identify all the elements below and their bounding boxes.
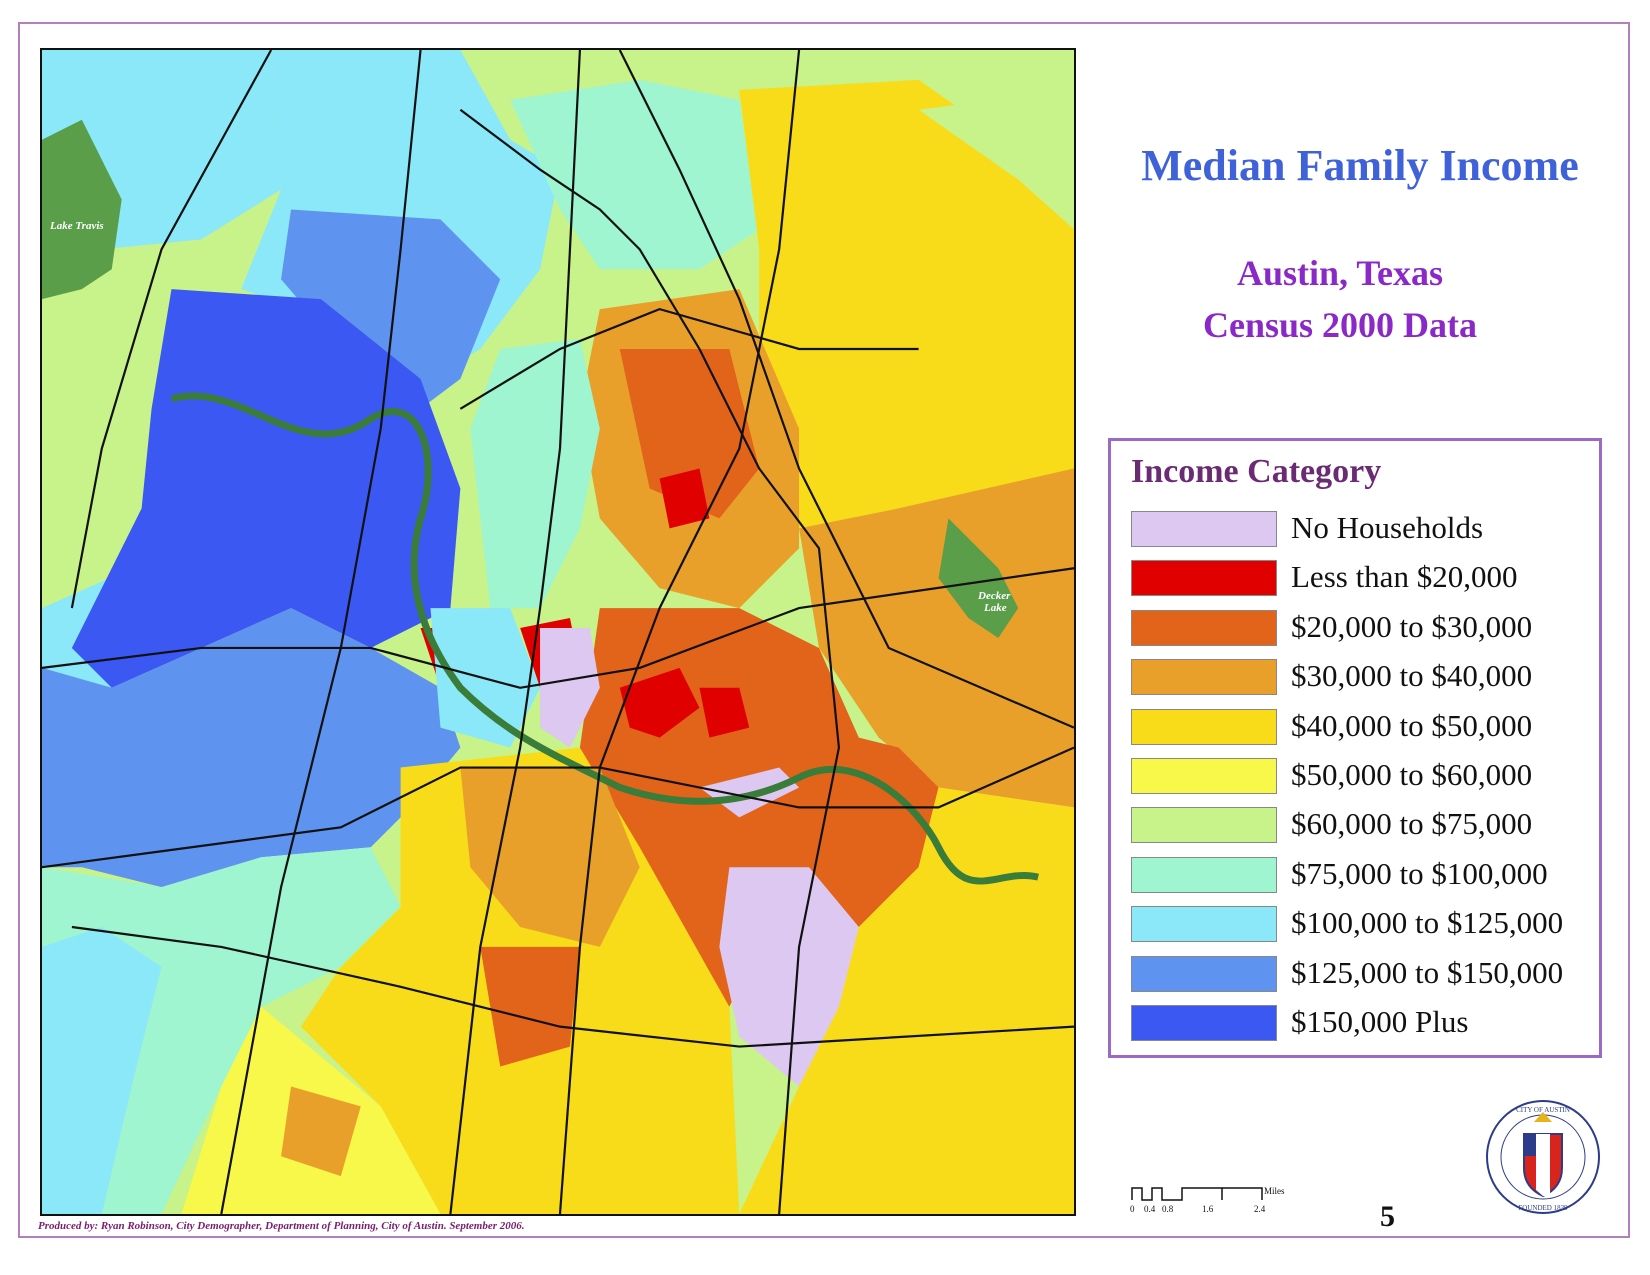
legend-label: $20,000 to $30,000 <box>1291 608 1533 644</box>
region-central-darkorange <box>619 348 760 519</box>
scale-unit: Miles <box>1264 1186 1285 1196</box>
region-red-east2 <box>699 687 750 738</box>
legend-label: Less than $20,000 <box>1291 559 1518 595</box>
legend-swatch <box>1131 807 1277 844</box>
region-ne-yellow <box>739 79 1074 529</box>
legend-label: $60,000 to $75,000 <box>1291 806 1533 842</box>
legend-swatch <box>1131 955 1277 992</box>
legend-row: $150,000 Plus <box>1131 1001 1591 1045</box>
map-title: Median Family Income <box>1141 141 1579 190</box>
seal-text-top: CITY OF AUSTIN <box>1516 1106 1570 1114</box>
legend-row: $60,000 to $75,000 <box>1131 803 1591 847</box>
region-sw-blue <box>42 608 461 888</box>
legend-swatch <box>1131 856 1277 893</box>
legend-label: $125,000 to $150,000 <box>1291 954 1564 990</box>
income-map: Lake Travis Decker Lake <box>40 48 1076 1216</box>
colorado-river <box>170 392 1039 885</box>
region-north-aqua <box>510 79 760 270</box>
city-seal-logo: CITY OF AUSTIN FOUNDED 1839 <box>1486 1100 1600 1214</box>
map-subtitle-location: Austin, Texas <box>1236 253 1444 293</box>
legend-row: $50,000 to $60,000 <box>1131 754 1591 798</box>
decker-lake-label-1: Decker <box>978 590 1011 602</box>
region-red-east1 <box>619 667 700 738</box>
scale-bar-graphic <box>1131 1187 1263 1201</box>
region-south-darkorange <box>480 946 580 1067</box>
road-network <box>42 50 1074 1214</box>
legend-label: $150,000 Plus <box>1291 1004 1469 1039</box>
region-central-aqua <box>470 339 600 609</box>
region-se-yellow <box>739 787 1074 1214</box>
seal-text-bottom: FOUNDED 1839 <box>1518 1204 1568 1212</box>
region-nw-blue <box>281 209 501 409</box>
region-west-darkblue <box>71 289 461 688</box>
legend-swatch <box>1131 511 1277 547</box>
region-red-north <box>659 468 710 529</box>
legend-label: $30,000 to $40,000 <box>1291 658 1533 694</box>
legend-row: $75,000 to $100,000 <box>1131 853 1591 897</box>
legend-row: $20,000 to $30,000 <box>1131 606 1591 650</box>
map-subtitle-source: Census 2000 Data <box>1202 305 1478 345</box>
legend-row: No Households <box>1131 507 1591 551</box>
legend-label: $75,000 to $100,000 <box>1291 855 1548 891</box>
credit-line: Produced by: Ryan Robinson, City Demogra… <box>38 1220 525 1232</box>
scale-tick-4: 2.4 <box>1254 1204 1266 1214</box>
legend-label: No Households <box>1291 510 1484 545</box>
legend-label: $100,000 to $125,000 <box>1291 905 1564 941</box>
region-east-orange <box>799 468 1074 808</box>
region-ne-green <box>918 89 1074 230</box>
legend-swatch <box>1131 609 1277 646</box>
region-no-hh-downtown <box>540 628 600 748</box>
legend-swatch <box>1131 560 1277 597</box>
legend-swatch <box>1131 659 1277 696</box>
legend-row: Less than $20,000 <box>1131 556 1591 600</box>
legend-swatch <box>1131 906 1277 943</box>
page-frame <box>18 22 1630 1238</box>
legend-row: $30,000 to $40,000 <box>1131 655 1591 699</box>
scale-bar: 0 0.4 0.8 1.6 2.4 Miles <box>1130 1180 1310 1220</box>
map-canvas <box>42 50 1074 1214</box>
scale-tick-3: 1.6 <box>1202 1204 1214 1214</box>
scale-tick-0: 0 <box>1130 1204 1135 1214</box>
legend-row: $125,000 to $150,000 <box>1131 952 1591 996</box>
page-number: 5 <box>1380 1200 1395 1233</box>
scale-tick-1: 0.4 <box>1144 1204 1156 1214</box>
legend-swatch <box>1131 758 1277 794</box>
legend: Income Category No Households Less than $… <box>1108 438 1602 1058</box>
lake-travis <box>42 119 122 300</box>
legend-title: Income Category <box>1131 453 1382 490</box>
region-sw-orange <box>281 1086 361 1177</box>
legend-row: $40,000 to $50,000 <box>1131 705 1591 749</box>
region-east-strip <box>898 468 1074 529</box>
legend-row: $100,000 to $125,000 <box>1131 902 1591 946</box>
scale-tick-2: 0.8 <box>1162 1204 1174 1214</box>
legend-swatch <box>1131 1005 1277 1041</box>
legend-label: $40,000 to $50,000 <box>1291 707 1533 743</box>
decker-lake-label-2: Lake <box>984 602 1007 614</box>
lake-travis-label: Lake Travis <box>50 220 104 232</box>
legend-label: $50,000 to $60,000 <box>1291 757 1533 792</box>
legend-swatch <box>1131 708 1277 745</box>
region-no-hh-airport <box>719 867 859 1087</box>
decker-lake <box>938 518 1019 638</box>
region-sw-aqua <box>42 847 401 1214</box>
